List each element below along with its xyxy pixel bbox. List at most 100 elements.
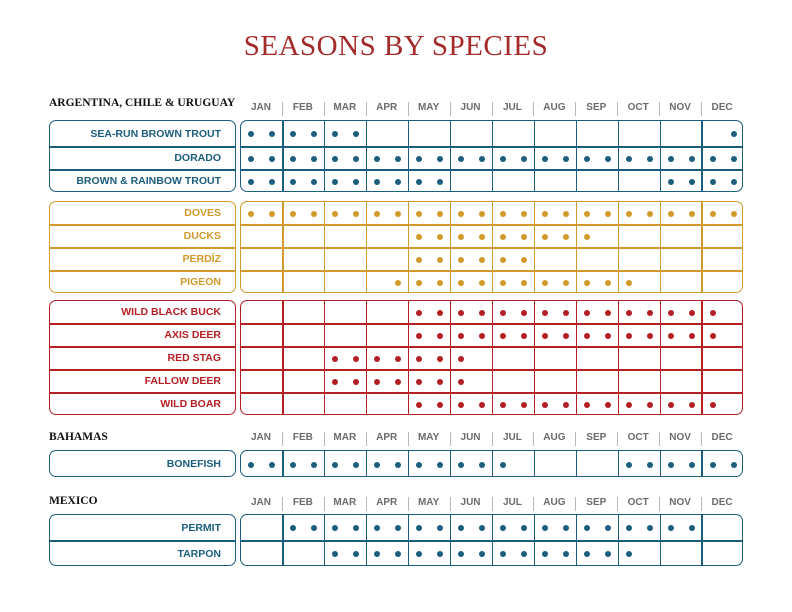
season-dot bbox=[479, 256, 486, 263]
month-label-apr: APR bbox=[376, 432, 398, 443]
month-label-oct: OCT bbox=[627, 432, 649, 443]
season-dot bbox=[437, 279, 444, 286]
month-divider bbox=[701, 451, 703, 476]
season-dot bbox=[290, 155, 297, 162]
season-dot bbox=[604, 155, 611, 162]
season-dot bbox=[625, 401, 632, 408]
season-dot bbox=[499, 210, 506, 217]
season-dot bbox=[499, 309, 506, 316]
season-dot bbox=[730, 461, 737, 468]
month-separator bbox=[617, 432, 619, 446]
row-divider bbox=[241, 169, 742, 171]
season-dot bbox=[604, 401, 611, 408]
season-dot bbox=[479, 401, 486, 408]
season-dot bbox=[269, 210, 276, 217]
season-dot bbox=[374, 155, 381, 162]
season-dot bbox=[625, 279, 632, 286]
season-dot bbox=[353, 378, 360, 385]
season-dot bbox=[437, 378, 444, 385]
season-dot bbox=[541, 401, 548, 408]
season-dot bbox=[667, 332, 674, 339]
month-label-dec: DEC bbox=[711, 102, 733, 113]
season-dot bbox=[604, 210, 611, 217]
season-dot bbox=[562, 309, 569, 316]
month-divider bbox=[449, 202, 452, 292]
row-divider bbox=[50, 169, 235, 171]
month-label-jul: JUL bbox=[503, 497, 522, 508]
season-dot bbox=[583, 309, 590, 316]
month-label-nov: NOV bbox=[669, 432, 691, 443]
season-dot bbox=[416, 279, 423, 286]
season-dot bbox=[479, 551, 486, 557]
season-dot bbox=[248, 461, 255, 468]
season-dot bbox=[479, 279, 486, 286]
month-divider bbox=[533, 202, 535, 292]
species-label-permit: PERMIT bbox=[181, 522, 221, 534]
season-grid bbox=[240, 450, 743, 477]
month-separator bbox=[449, 497, 451, 511]
season-dot bbox=[353, 525, 360, 531]
month-separator bbox=[533, 102, 535, 116]
species-label-brown-rainbow-trout: BROWN & RAINBOW TROUT bbox=[76, 175, 221, 187]
month-divider bbox=[324, 301, 326, 414]
month-divider bbox=[324, 202, 326, 292]
season-dot bbox=[709, 155, 716, 162]
month-separator bbox=[533, 432, 535, 446]
season-dot bbox=[374, 378, 381, 385]
month-label-dec: DEC bbox=[711, 432, 733, 443]
month-separator bbox=[281, 497, 283, 511]
season-dot bbox=[374, 461, 381, 468]
season-dot bbox=[520, 332, 527, 339]
month-label-aug: AUG bbox=[543, 432, 566, 443]
season-dot bbox=[290, 131, 297, 137]
season-dot bbox=[458, 279, 465, 286]
season-dot bbox=[646, 210, 653, 217]
month-divider bbox=[449, 451, 452, 476]
month-divider bbox=[408, 451, 410, 476]
season-dot bbox=[541, 309, 548, 316]
month-divider bbox=[701, 202, 703, 292]
season-dot bbox=[416, 332, 423, 339]
month-separator bbox=[701, 497, 703, 511]
month-divider bbox=[449, 301, 452, 414]
season-dot bbox=[353, 355, 360, 362]
season-dot bbox=[583, 210, 590, 217]
season-dot bbox=[479, 210, 486, 217]
season-dot bbox=[499, 332, 506, 339]
season-dot bbox=[416, 256, 423, 263]
season-dot bbox=[583, 332, 590, 339]
season-dot bbox=[479, 233, 486, 240]
section-heading: BAHAMAS bbox=[49, 431, 108, 443]
month-label-sep: SEP bbox=[586, 497, 607, 508]
season-dot bbox=[520, 309, 527, 316]
season-dot bbox=[709, 332, 716, 339]
season-dot bbox=[667, 210, 674, 217]
month-separator bbox=[407, 497, 409, 511]
season-dot bbox=[562, 155, 569, 162]
row-divider bbox=[50, 224, 235, 226]
month-divider bbox=[366, 301, 368, 414]
month-divider bbox=[282, 451, 284, 476]
species-name-box: SEA-RUN BROWN TROUT DORADO BROWN & RAINBOW… bbox=[49, 120, 236, 192]
row-divider bbox=[241, 224, 742, 226]
month-divider bbox=[366, 121, 368, 191]
month-divider bbox=[449, 515, 452, 565]
season-dot bbox=[646, 461, 653, 468]
season-dot bbox=[667, 309, 674, 316]
species-label-wild-black-buck: WILD BLACK BUCK bbox=[121, 306, 221, 318]
season-dot bbox=[562, 401, 569, 408]
month-separator bbox=[365, 432, 367, 446]
month-divider bbox=[533, 121, 535, 191]
season-dot bbox=[562, 551, 569, 557]
season-dot bbox=[625, 155, 632, 162]
species-label-axis-deer: AXIS DEER bbox=[164, 329, 221, 341]
row-divider bbox=[241, 369, 742, 371]
season-dot bbox=[353, 178, 360, 185]
month-separator bbox=[617, 102, 619, 116]
month-divider bbox=[324, 451, 326, 476]
month-separator bbox=[575, 102, 577, 116]
month-label-feb: FEB bbox=[292, 432, 313, 443]
season-dot bbox=[458, 256, 465, 263]
month-label-aug: AUG bbox=[543, 102, 566, 113]
season-grid bbox=[240, 300, 743, 415]
